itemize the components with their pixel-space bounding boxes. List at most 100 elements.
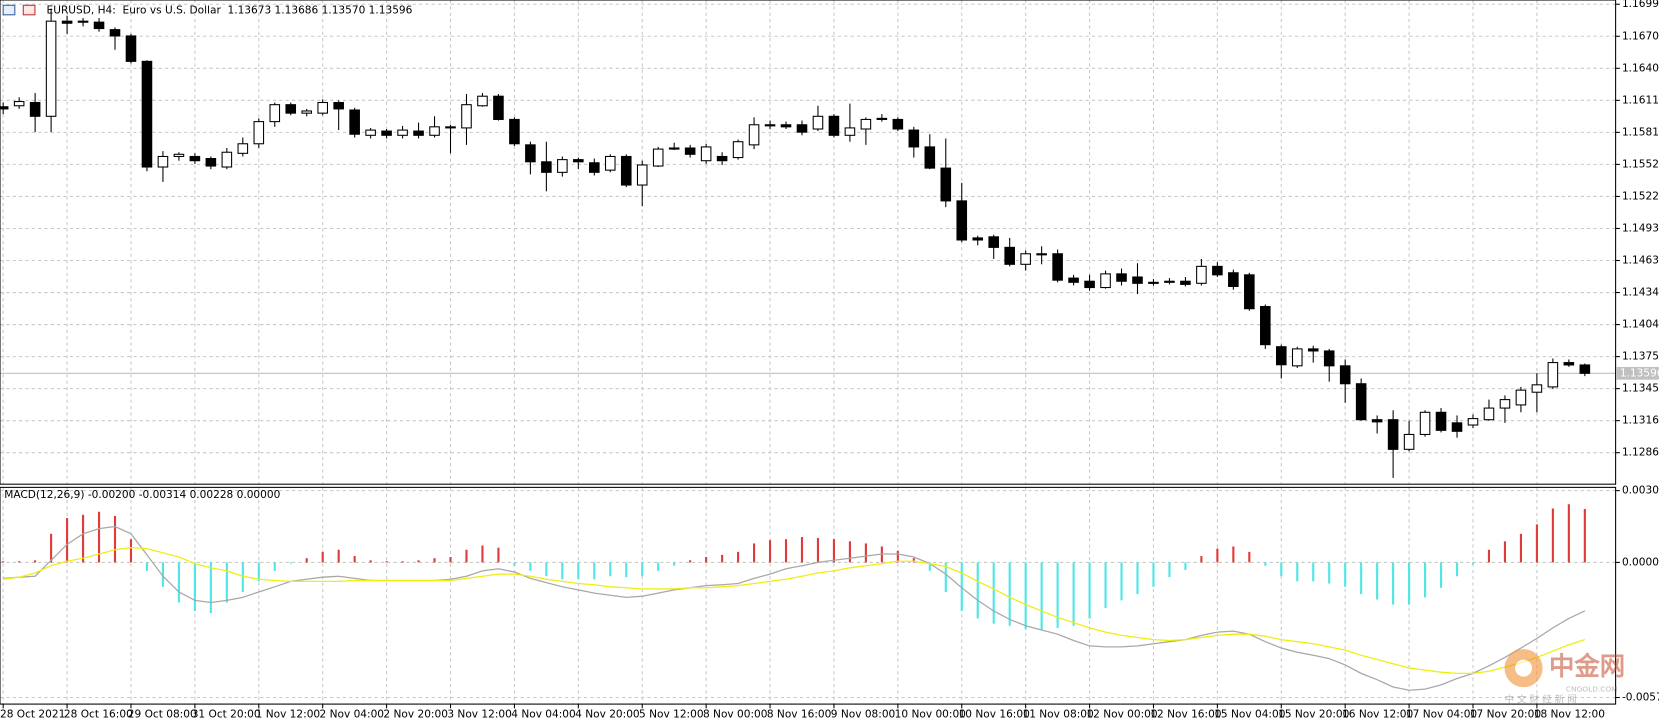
watermark-logo (1515, 659, 1533, 677)
candle-body (365, 129, 376, 136)
candle-body (0, 106, 9, 110)
candle-body (1052, 253, 1063, 281)
histogram-bar (417, 560, 420, 563)
candle-body (573, 159, 584, 163)
histogram-bar (848, 541, 851, 563)
x-tick-label: 9 Nov 08:00 (831, 709, 896, 721)
histogram-bar (705, 557, 708, 563)
histogram-bar (337, 549, 340, 563)
histogram-bar (401, 561, 404, 563)
histogram-bar (992, 562, 995, 624)
last-price-box (1616, 366, 1659, 380)
histogram-bar (800, 537, 804, 563)
histogram-bar (433, 558, 436, 563)
candle-body (13, 101, 25, 107)
x-tick-label: 11 Nov 08:00 (1022, 709, 1094, 721)
y-tick-label: 1.15815 (1622, 126, 1659, 138)
candle-body (1004, 246, 1015, 265)
candle-body (764, 124, 776, 127)
histogram-bar (321, 551, 324, 563)
histogram-bar (673, 562, 676, 566)
x-tick-label: 31 Oct 20:00 (192, 709, 261, 721)
histogram-bar (145, 562, 149, 571)
candle-body (1307, 348, 1319, 352)
x-tick-label: 8 Nov 00:00 (703, 709, 768, 721)
histogram-bar (1392, 562, 1395, 605)
x-tick-label: 2 Nov 20:00 (383, 709, 448, 721)
histogram-bar (864, 543, 867, 563)
histogram-bar (1296, 562, 1299, 582)
histogram-bar (1216, 548, 1219, 563)
candle-body (1563, 362, 1575, 366)
y-tick-label: 1.14340 (1622, 287, 1659, 299)
last-price-label: 1.13596 (1620, 367, 1659, 379)
x-tick-label: 4 Nov 04:00 (511, 709, 576, 721)
indicator-line (3, 525, 1586, 691)
x-tick-label: 12 Nov 00:00 (1086, 709, 1158, 721)
histogram-bar (1072, 562, 1075, 626)
histogram-bar (1487, 549, 1491, 563)
histogram-bar (50, 533, 53, 563)
candle-body (1148, 281, 1159, 284)
y-tick-label: 1.15520 (1622, 158, 1659, 170)
histogram-bar (1200, 556, 1203, 563)
y-tick-label: 1.16110 (1622, 94, 1659, 106)
candle-body (109, 29, 121, 37)
histogram-bar (1056, 562, 1059, 628)
histogram-bar (641, 562, 644, 577)
y-tick-label: 1.14635 (1622, 255, 1659, 267)
candle-body (604, 155, 616, 171)
candle-body (93, 21, 105, 30)
candle-body (1068, 277, 1079, 283)
histogram-bar (513, 562, 516, 566)
histogram-bar (1567, 504, 1570, 563)
histogram-bar (18, 561, 21, 563)
histogram-bar (1152, 562, 1155, 587)
candle-body (445, 126, 456, 129)
histogram-bar (784, 539, 788, 563)
candle-body (557, 159, 568, 173)
candle-body (1275, 346, 1287, 366)
histogram-bar (1344, 562, 1347, 587)
histogram-bar (1024, 562, 1027, 630)
histogram-bar (832, 539, 836, 563)
candle-body (1467, 418, 1479, 426)
candle-body (541, 161, 552, 173)
x-tick-label: 3 Nov 12:00 (447, 709, 512, 721)
y-tick-label: 0.00306 (1622, 485, 1659, 497)
histogram-bar (1184, 562, 1187, 570)
histogram-bar (273, 562, 276, 571)
x-tick-label: 10 Nov 16:00 (959, 709, 1031, 721)
candle-body (812, 115, 824, 130)
histogram-bar (66, 518, 69, 563)
y-tick-label: 1.12865 (1622, 447, 1659, 459)
candle-body (429, 126, 440, 136)
candle-body (461, 104, 472, 129)
x-tick-label: 28 Oct 2021 (0, 709, 65, 721)
histogram-bar (225, 562, 228, 603)
candle-body (956, 200, 968, 241)
x-tick-label: 17 Nov 20:00 (1470, 709, 1542, 721)
candle-body (493, 95, 504, 120)
candle-body (940, 167, 952, 202)
histogram-bar (97, 511, 101, 563)
histogram-bar (1535, 524, 1538, 563)
x-tick-label: 10 Nov 00:00 (895, 709, 967, 721)
histogram-bar (1328, 562, 1331, 584)
histogram-bar (161, 562, 164, 587)
histogram-bar (1008, 562, 1011, 626)
candle-body (285, 104, 297, 114)
histogram-bar (737, 551, 740, 563)
histogram-bar (816, 538, 820, 563)
histogram-bar (1583, 508, 1586, 563)
candle-body (1116, 273, 1127, 282)
candle-body (828, 115, 840, 136)
x-tick-label: 4 Nov 20:00 (575, 709, 640, 721)
chart-title: EURUSD, H4: Euro vs U.S. Dollar 1.13673 … (47, 5, 413, 17)
x-tick-label: 17 Nov 04:00 (1406, 709, 1478, 721)
mark-layer (0, 8, 1591, 691)
icon (22, 4, 36, 16)
x-tick-label: 1 Nov 12:00 (256, 709, 321, 721)
histogram-bar (1280, 562, 1283, 577)
